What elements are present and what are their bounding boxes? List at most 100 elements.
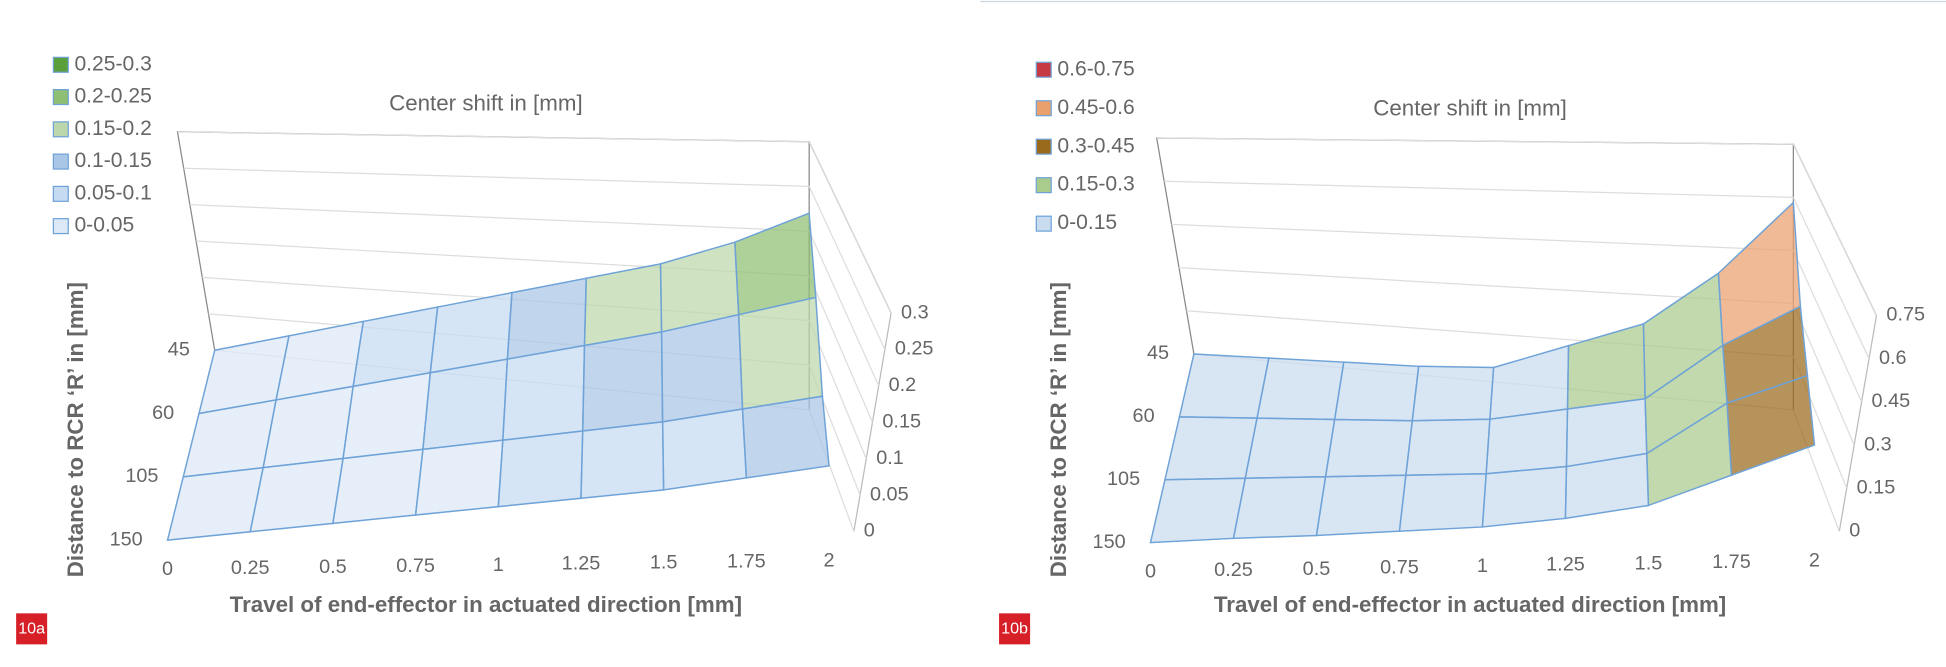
grid-line <box>808 230 880 387</box>
x-axis-label: Travel of end-effector in actuated direc… <box>1214 592 1726 617</box>
legend-swatch <box>52 88 69 106</box>
surface-cell <box>661 408 748 491</box>
legend-swatch <box>52 56 69 73</box>
grid-line <box>808 141 892 314</box>
z-tick-label: 0.3 <box>901 301 929 323</box>
x-tick-label: 0 <box>1145 561 1156 583</box>
surface-cell <box>422 358 509 451</box>
y-axis-label: Distance to RCR ‘R’ in [mm] <box>1046 282 1071 577</box>
legend-swatch <box>1035 61 1052 78</box>
x-tick-label: 0.75 <box>1380 556 1419 578</box>
y-tick-label: 45 <box>168 338 190 360</box>
surface-cell <box>1566 322 1646 410</box>
surface-cell <box>414 439 504 516</box>
legend-label: 0-0.05 <box>74 214 134 237</box>
legend-swatch <box>52 218 69 235</box>
legend-label: 0.05-0.1 <box>74 181 151 204</box>
legend-swatch <box>1035 177 1052 194</box>
grid-line <box>808 186 886 350</box>
z-tick-label: 0.15 <box>882 410 921 432</box>
surface-cell <box>497 430 584 508</box>
surface-cell <box>1405 418 1491 477</box>
y-tick-label: 45 <box>1147 342 1169 364</box>
legend-swatch <box>1035 138 1052 155</box>
legend-label: 0.6-0.75 <box>1057 57 1134 80</box>
y-tick-label: 60 <box>152 402 174 424</box>
surface-cell <box>1232 475 1327 540</box>
surface-cell <box>737 296 824 410</box>
surface-cell <box>182 399 278 478</box>
panel-label: 10b <box>1001 620 1028 638</box>
x-tick-label: 0.25 <box>231 557 270 579</box>
surface-cell <box>1164 416 1258 481</box>
y-axis-label: Distance to RCR ‘R’ in [mm] <box>63 282 88 577</box>
z-tick-label: 0.15 <box>1857 476 1896 498</box>
y-tick-label: 150 <box>110 528 143 550</box>
legend-label: 0.15-0.3 <box>1057 173 1134 196</box>
legend-swatch <box>1035 100 1052 117</box>
grid-line <box>1792 303 1855 446</box>
legend-label: 0-0.15 <box>1057 211 1117 234</box>
surface-cell <box>1481 465 1568 528</box>
x-tick-label: 0 <box>162 558 173 580</box>
y-tick-label: 60 <box>1133 405 1155 427</box>
x-tick-label: 1.75 <box>727 551 766 573</box>
surface-cell <box>1485 408 1569 475</box>
surface-cell <box>1315 474 1407 537</box>
legend-label: 0.2-0.25 <box>74 85 151 108</box>
panel-badge <box>16 613 48 645</box>
surface-cell <box>1489 344 1570 421</box>
grid-line <box>1164 180 1794 198</box>
surface-cell <box>580 421 665 500</box>
x-tick-label: 0.5 <box>319 556 347 578</box>
surface-cell <box>332 448 424 525</box>
surface-cell <box>1324 418 1414 478</box>
surface-cell <box>581 331 664 432</box>
x-tick-label: 0.5 <box>1303 558 1331 580</box>
legend-swatch <box>52 121 69 138</box>
y-tick-label: 150 <box>1093 531 1126 553</box>
surface-cell <box>660 313 744 423</box>
z-axis <box>1838 315 1878 532</box>
z-tick-label: 0.6 <box>1879 347 1907 369</box>
x-tick-label: 0.25 <box>1214 559 1253 581</box>
surface-cell <box>249 457 344 533</box>
legend-label: 0.15-0.2 <box>74 117 151 140</box>
grid-line <box>1792 143 1878 316</box>
x-tick-label: 1.25 <box>1546 554 1585 576</box>
surface-cell <box>1178 353 1270 419</box>
z-tick-label: 0.05 <box>870 483 909 505</box>
grid-line <box>183 167 810 188</box>
z-tick-label: 0.75 <box>1886 304 1925 326</box>
z-tick-label: 0.2 <box>889 374 917 396</box>
x-tick-label: 1.5 <box>1635 552 1663 574</box>
grid-line <box>1156 137 1794 145</box>
x-tick-label: 1 <box>493 554 504 576</box>
grid-line <box>189 203 810 232</box>
legend-swatch <box>52 185 69 202</box>
surface-cell <box>741 395 830 479</box>
grid-line <box>808 275 874 423</box>
y-tick-label: 105 <box>1107 468 1140 490</box>
z-tick-label: 0 <box>864 520 875 542</box>
x-tick-label: 1.25 <box>562 553 601 575</box>
z-tick-label: 0 <box>1849 520 1860 542</box>
x-axis-label: Travel of end-effector in actuated direc… <box>230 592 742 617</box>
x-tick-label: 2 <box>824 549 835 571</box>
y-tick-label: 105 <box>125 465 158 487</box>
panel-badge <box>999 613 1031 645</box>
z-tick-label: 0.1 <box>876 447 904 469</box>
legend-label: 0.3-0.45 <box>1057 134 1134 157</box>
x-tick-label: 1.5 <box>650 552 678 574</box>
x-tick-label: 0.75 <box>396 555 435 577</box>
surface-cell <box>502 344 586 442</box>
grid-line <box>1171 223 1794 252</box>
surface-cell <box>166 466 265 541</box>
surface-cell <box>1726 374 1816 477</box>
surface-cell <box>342 371 432 460</box>
surface-cell <box>1398 473 1487 533</box>
surface-cell <box>1411 365 1495 422</box>
legend-swatch <box>1035 215 1052 232</box>
surface-cell <box>1256 357 1345 421</box>
